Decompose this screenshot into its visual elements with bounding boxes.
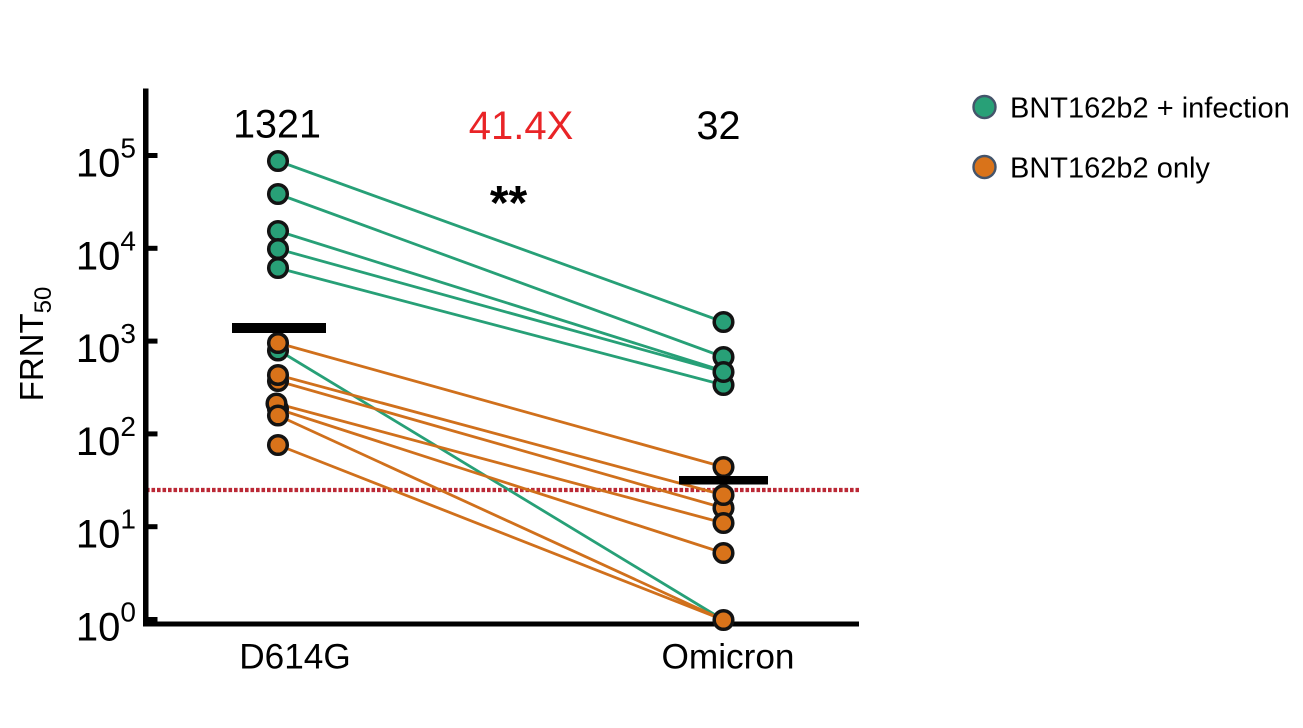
svg-text:Omicron: Omicron: [662, 638, 795, 677]
svg-text:41.4X: 41.4X: [469, 104, 574, 148]
svg-text:105: 105: [76, 133, 136, 186]
svg-text:104: 104: [76, 225, 136, 278]
svg-text:100: 100: [76, 597, 136, 650]
svg-text:1321: 1321: [233, 103, 321, 147]
svg-text:**: **: [490, 177, 528, 230]
svg-text:32: 32: [697, 104, 741, 148]
svg-text:FRNT50: FRNT50: [13, 287, 57, 402]
svg-text:BNT162b2 only: BNT162b2 only: [1010, 153, 1210, 185]
svg-text:101: 101: [76, 504, 136, 557]
svg-text:D614G: D614G: [239, 638, 351, 677]
svg-text:BNT162b2 + infection: BNT162b2 + infection: [1010, 93, 1290, 125]
svg-text:102: 102: [76, 411, 136, 464]
svg-text:103: 103: [76, 318, 136, 371]
